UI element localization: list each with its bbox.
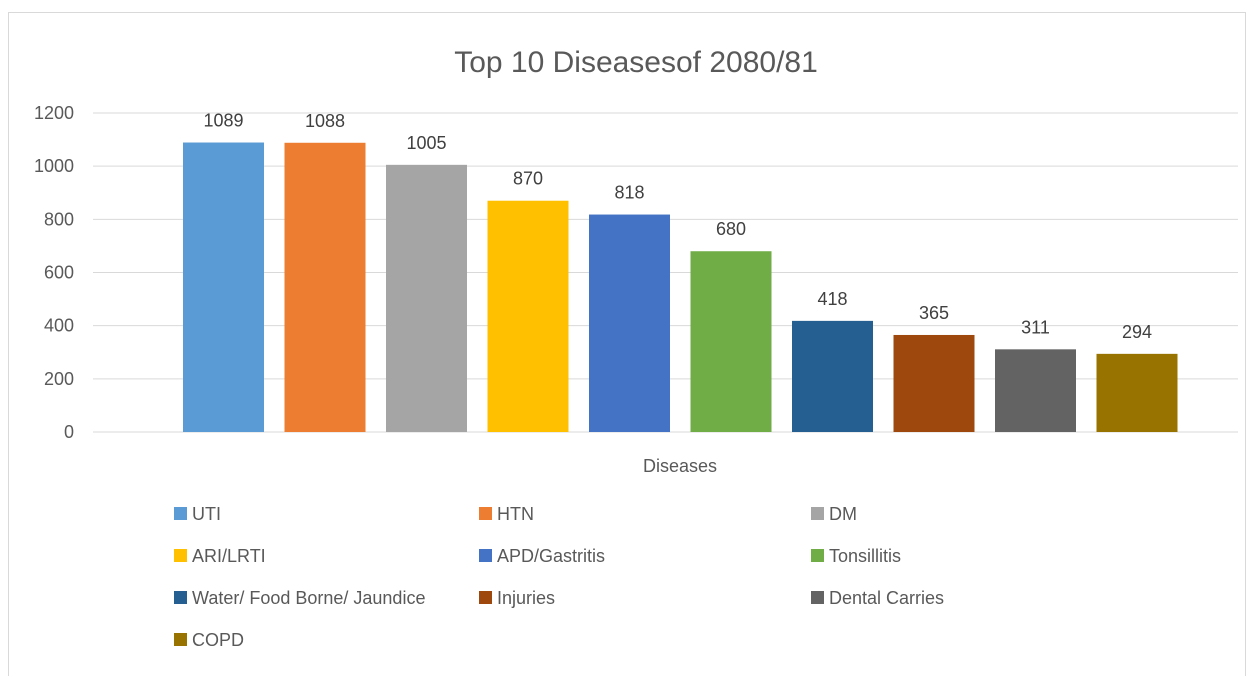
- bar: [792, 320, 873, 432]
- data-labels: 1089 1088 1005 870 818 680 418 365 311 294: [203, 111, 1152, 342]
- y-tick-label: 1200: [34, 103, 74, 123]
- legend-swatch: [174, 549, 187, 562]
- data-label: 365: [919, 303, 949, 323]
- bar: [386, 164, 467, 432]
- y-tick-label: 600: [44, 263, 74, 283]
- bar: [284, 142, 366, 433]
- legend-swatch: [174, 507, 187, 520]
- legend-label: DM: [829, 504, 857, 524]
- data-label: 1088: [305, 111, 345, 131]
- legend-swatch: [811, 507, 824, 520]
- legend-label: Injuries: [497, 588, 555, 608]
- data-label: 418: [817, 289, 847, 309]
- chart-title: Top 10 Diseasesof 2080/81: [454, 46, 818, 79]
- data-label: 294: [1122, 322, 1152, 342]
- legend-swatch: [479, 507, 492, 520]
- y-axis-ticks: 0 200 400 600 800 1000 1200: [34, 103, 74, 442]
- bar: [1096, 353, 1178, 432]
- data-label: 1005: [406, 133, 446, 153]
- bar: [893, 334, 975, 432]
- legend-swatch: [811, 591, 824, 604]
- bar: [487, 200, 569, 432]
- legend-label: COPD: [192, 630, 244, 650]
- y-tick-label: 1000: [34, 156, 74, 176]
- legend-label: ARI/LRTI: [192, 546, 266, 566]
- y-tick-label: 800: [44, 209, 74, 229]
- data-label: 818: [614, 183, 644, 203]
- legend-swatch: [479, 549, 492, 562]
- bar: [183, 142, 264, 432]
- data-label: 311: [1021, 317, 1050, 337]
- bar: [995, 349, 1076, 432]
- y-tick-label: 400: [44, 316, 74, 336]
- legend-swatch: [174, 633, 187, 646]
- data-label: 1089: [203, 111, 243, 131]
- legend-label: APD/Gastritis: [497, 546, 605, 566]
- legend: UTI HTN DM ARI/LRTI APD/Gastritis Tonsillitis…: [174, 504, 944, 650]
- legend-label: HTN: [497, 504, 534, 524]
- legend-label: Tonsillitis: [829, 546, 901, 566]
- legend-label: Water/ Food Borne/ Jaundice: [192, 588, 425, 608]
- legend-swatch: [479, 591, 492, 604]
- y-tick-label: 0: [64, 422, 74, 442]
- bar: [589, 214, 670, 432]
- y-tick-label: 200: [44, 369, 74, 389]
- data-label: 870: [513, 169, 543, 189]
- legend-swatch: [811, 549, 824, 562]
- legend-label: Dental Carries: [829, 588, 944, 608]
- data-label: 680: [716, 219, 746, 239]
- bar: [690, 251, 772, 432]
- bars: [183, 142, 1178, 433]
- x-axis-title: Diseases: [643, 456, 717, 476]
- legend-label: UTI: [192, 504, 221, 524]
- legend-swatch: [174, 591, 187, 604]
